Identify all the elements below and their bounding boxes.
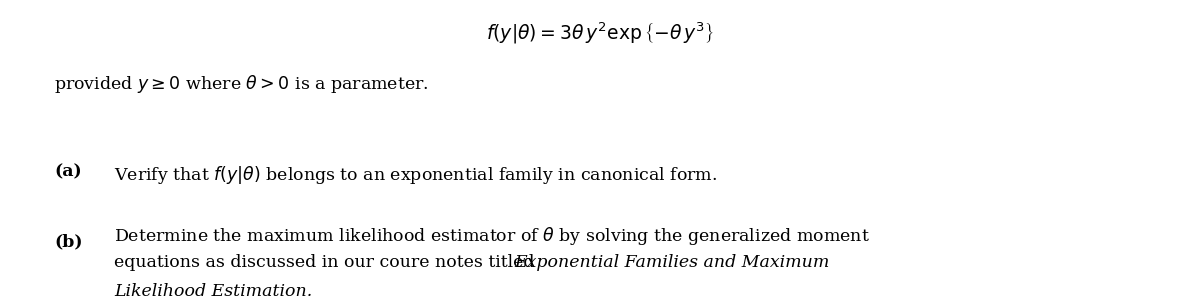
Text: $f(y|\theta) = 3\theta\, y^2 \exp\left\{-\theta\, y^3\right\}$: $f(y|\theta) = 3\theta\, y^2 \exp\left\{… — [486, 21, 714, 46]
Text: (a): (a) — [54, 163, 82, 181]
Text: Verify that $f(y|\theta)$ belongs to an exponential family in canonical form.: Verify that $f(y|\theta)$ belongs to an … — [114, 163, 718, 185]
Text: (b): (b) — [54, 233, 83, 251]
Text: equations as discussed in our coure notes titled: equations as discussed in our coure note… — [114, 254, 540, 271]
Text: Likelihood Estimation.: Likelihood Estimation. — [114, 283, 312, 300]
Text: Determine the maximum likelihood estimator of $\theta$ by solving the generalize: Determine the maximum likelihood estimat… — [114, 225, 870, 247]
Text: Exponential Families and Maximum: Exponential Families and Maximum — [514, 254, 829, 271]
Text: provided $y \geq 0$ where $\theta > 0$ is a parameter.: provided $y \geq 0$ where $\theta > 0$ i… — [54, 73, 428, 95]
